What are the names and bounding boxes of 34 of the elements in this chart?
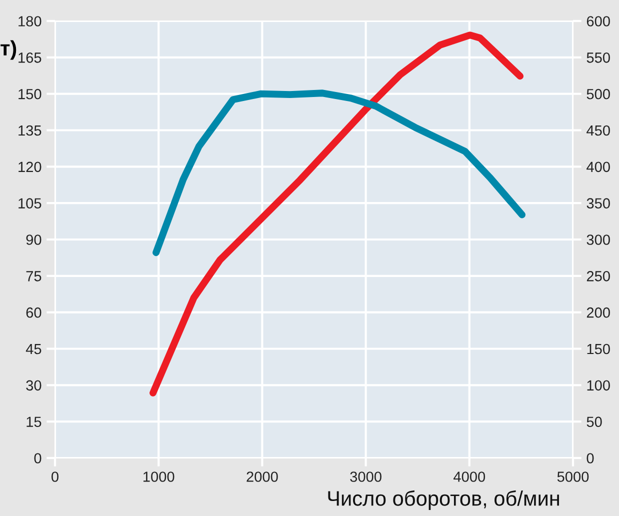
y-axis-title: т)	[0, 40, 16, 60]
y-tick-label: 135	[18, 125, 42, 136]
y-tick-label: 90	[26, 234, 42, 245]
y2-tick-label: 50	[586, 416, 602, 428]
y2-tick-label: 350	[586, 198, 610, 209]
x-tick-label: 4000	[454, 472, 486, 482]
y-tick-label: 120	[18, 162, 42, 172]
x-tick-label: 5000	[557, 472, 589, 482]
y2-tick-label: 450	[586, 125, 610, 136]
y2-tick-label: 150	[587, 344, 610, 354]
y2-tick-label: 600	[586, 16, 610, 26]
y-tick-label: 75	[26, 271, 42, 282]
y-tick-label: 180	[18, 16, 42, 26]
y-tick-label: 60	[26, 307, 42, 318]
y2-tick-label: 300	[586, 234, 610, 245]
y2-tick-label: 550	[586, 52, 610, 63]
x-axis-title: Число оборотов, об/мин	[328, 490, 559, 510]
x-tick-label: 2000	[246, 472, 278, 482]
y-tick-label: 45	[26, 344, 42, 354]
y2-tick-label: 0	[586, 453, 594, 464]
y2-tick-label: 100	[587, 380, 610, 391]
y-tick-label: 165	[18, 52, 42, 63]
y2-tick-label: 500	[586, 88, 610, 100]
y-tick-label: 105	[18, 198, 42, 209]
y-tick-label: 15	[26, 416, 42, 428]
x-tick-label: 3000	[350, 472, 382, 482]
y2-tick-label: 200	[586, 307, 610, 318]
x-tick-label: 0	[52, 472, 58, 482]
y-tick-label: 150	[18, 88, 42, 100]
y2-tick-label: 400	[586, 162, 610, 172]
y-tick-label: 30	[26, 380, 42, 391]
x-tick-label: 1000	[143, 472, 174, 482]
y-tick-label: 0	[34, 453, 42, 464]
y2-tick-label: 250	[586, 271, 610, 282]
